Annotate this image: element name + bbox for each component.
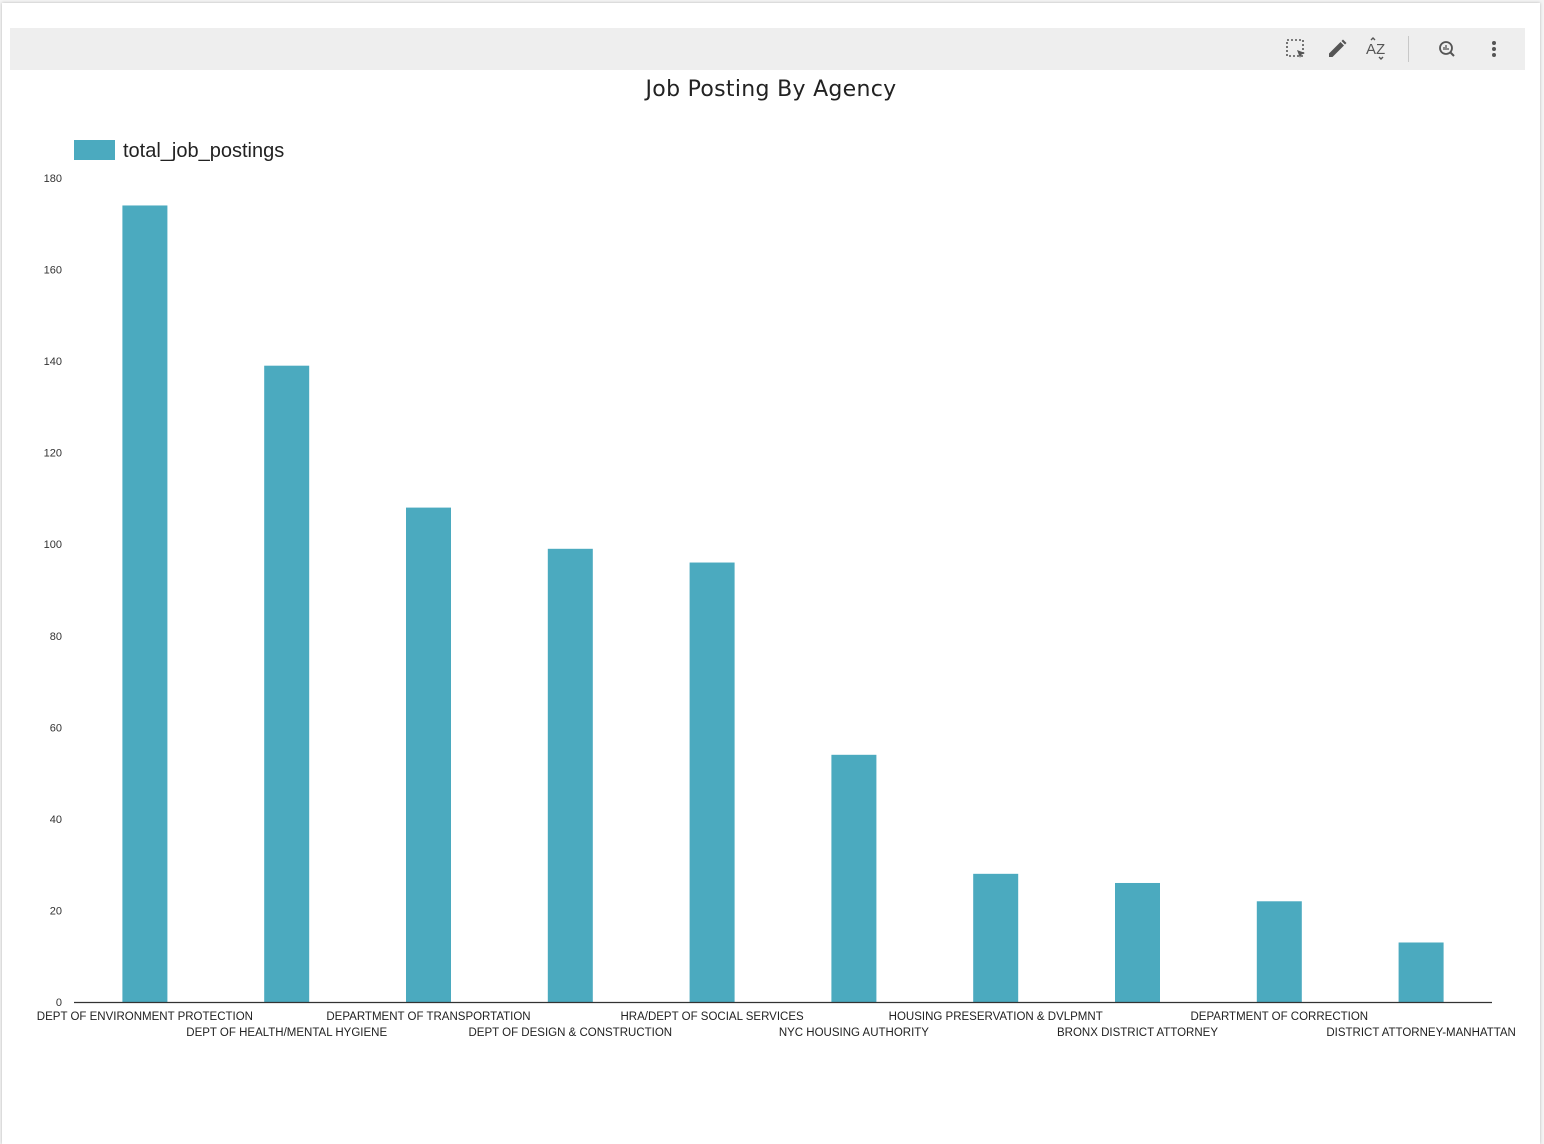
y-tick-label: 80 — [50, 631, 62, 643]
y-tick-label: 160 — [44, 265, 62, 277]
chart-toolbar: AZ — [10, 28, 1525, 70]
x-tick-label: HRA/DEPT OF SOCIAL SERVICES — [620, 1011, 804, 1023]
y-tick-label: 180 — [44, 173, 62, 185]
bar[interactable] — [264, 365, 310, 1002]
bar-chart: total_job_postings 0 20 40 60 80 100 120 140 160 1… — [37, 140, 1516, 1039]
y-tick-label: 100 — [44, 539, 62, 551]
x-tick-label: DEPT OF DESIGN & CONSTRUCTION — [468, 1027, 672, 1039]
bar[interactable] — [547, 548, 593, 1002]
x-tick-label: DEPT OF ENVIRONMENT PROTECTION — [37, 1011, 253, 1023]
bar[interactable] — [406, 507, 451, 1002]
x-tick-label: DEPT OF HEALTH/MENTAL HYGIENE — [186, 1027, 387, 1039]
sort-az-icon[interactable]: AZ — [1365, 37, 1389, 61]
chart-card: AZ Job Posting By Agency total_job_p — [2, 3, 1540, 1144]
y-tick-label: 60 — [50, 722, 62, 734]
y-tick-label: 40 — [50, 814, 62, 826]
bar[interactable] — [1256, 901, 1302, 1002]
chart-title: Job Posting By Agency — [645, 77, 897, 102]
x-tick-label: BRONX DISTRICT ATTORNEY — [1057, 1027, 1218, 1039]
x-tick-label: DEPARTMENT OF TRANSPORTATION — [326, 1011, 530, 1023]
y-tick-label: 0 — [56, 997, 62, 1009]
x-tick-label: NYC HOUSING AUTHORITY — [779, 1027, 929, 1039]
y-tick-label: 140 — [44, 356, 62, 368]
legend-swatch — [74, 140, 115, 160]
toolbar-divider — [1408, 36, 1409, 62]
sort-az-label: AZ — [1366, 41, 1385, 58]
bar[interactable] — [1398, 942, 1444, 1002]
bar[interactable] — [973, 873, 1019, 1002]
select-icon[interactable] — [1284, 37, 1308, 61]
edit-icon[interactable] — [1325, 37, 1349, 61]
more-vert-icon[interactable] — [1482, 37, 1506, 61]
bar[interactable] — [831, 754, 877, 1002]
bar[interactable] — [122, 205, 168, 1002]
x-tick-label: DISTRICT ATTORNEY-MANHATTAN — [1326, 1027, 1516, 1039]
x-tick-label: DEPARTMENT OF CORRECTION — [1190, 1011, 1368, 1023]
explore-icon[interactable] — [1435, 37, 1459, 61]
legend-label: total_job_postings — [123, 140, 284, 162]
y-tick-label: 120 — [44, 448, 62, 460]
y-tick-label: 20 — [50, 905, 62, 917]
bar[interactable] — [1115, 882, 1160, 1002]
x-tick-label: HOUSING PRESERVATION & DVLPMNT — [889, 1011, 1103, 1023]
bar[interactable] — [689, 562, 735, 1002]
